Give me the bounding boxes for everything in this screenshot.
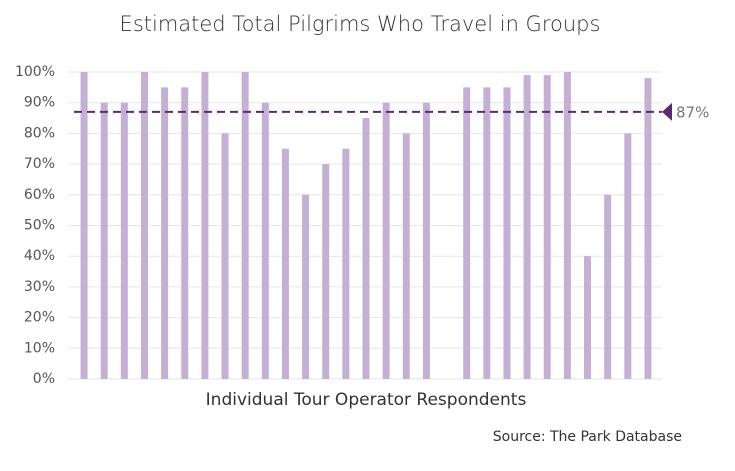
- source: Source: The Park Database: [493, 429, 682, 445]
- reference-label: 87%: [676, 103, 709, 121]
- bar: [342, 148, 350, 379]
- bar: [624, 133, 632, 379]
- bar: [503, 87, 511, 379]
- x-axis-label: Individual Tour Operator Respondents: [206, 390, 527, 410]
- bar: [161, 87, 169, 379]
- bar: [422, 102, 430, 379]
- bar: [382, 102, 390, 379]
- bar: [302, 194, 310, 379]
- y-tick-label: 40%: [24, 248, 55, 264]
- bar: [120, 102, 128, 379]
- bar: [644, 78, 652, 379]
- bar: [402, 133, 410, 379]
- y-tick-label: 50%: [24, 218, 55, 234]
- y-tick-label: 30%: [24, 279, 55, 295]
- bar: [463, 87, 471, 379]
- y-tick-label: 90%: [24, 95, 55, 111]
- y-tick-label: 60%: [24, 187, 55, 203]
- bar: [563, 72, 571, 379]
- bar: [221, 133, 229, 379]
- bar: [523, 75, 531, 379]
- bar: [241, 72, 249, 379]
- chart-title: Estimated Total Pilgrims Who Travel in G…: [120, 12, 601, 36]
- y-tick-label: 20%: [24, 310, 55, 326]
- bar: [362, 118, 370, 380]
- bar: [322, 164, 330, 379]
- bar: [261, 102, 269, 379]
- y-tick-label: 10%: [24, 340, 55, 356]
- bar: [483, 87, 491, 379]
- bar: [181, 87, 189, 379]
- bar: [584, 256, 592, 379]
- bar: [80, 72, 88, 379]
- y-tick-label: 100%: [15, 64, 55, 80]
- bar: [604, 194, 612, 379]
- reference-marker: [662, 102, 672, 121]
- bar: [100, 102, 108, 379]
- bar: [543, 75, 551, 379]
- y-tick-label: 70%: [24, 156, 55, 172]
- y-tick-label: 0%: [33, 371, 55, 387]
- bar: [281, 148, 289, 379]
- bar: [201, 72, 209, 379]
- bar: [140, 72, 148, 379]
- y-tick-label: 80%: [24, 125, 55, 141]
